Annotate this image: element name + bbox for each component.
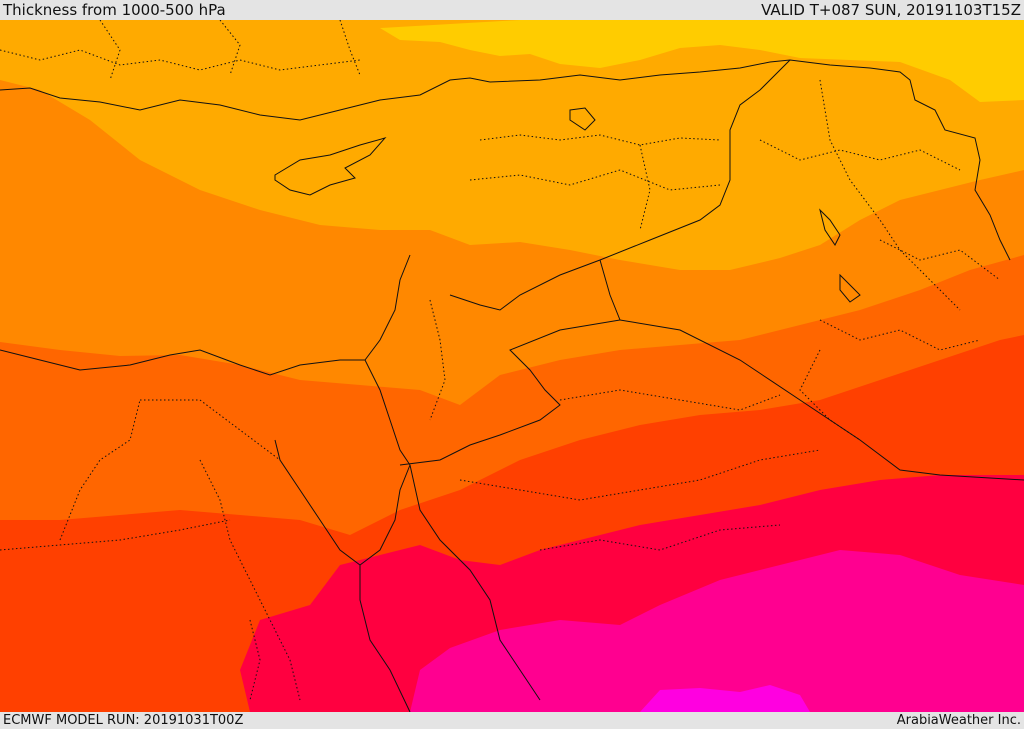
thickness-map (0, 20, 1024, 712)
band-magenta (410, 550, 1024, 712)
country-borders (0, 59, 1024, 712)
province-boundaries (0, 20, 1001, 701)
band-violet (640, 685, 810, 712)
band-yellow (380, 20, 1024, 102)
footer-bar: ECMWF MODEL RUN: 20191031T00Z ArabiaWeat… (0, 712, 1024, 729)
map-title: Thickness from 1000-500 hPa (3, 1, 226, 19)
header-bar: Thickness from 1000-500 hPa VALID T+087 … (0, 0, 1024, 20)
valid-time: VALID T+087 SUN, 20191103T15Z (761, 1, 1021, 19)
credit-label: ArabiaWeather Inc. (896, 713, 1021, 728)
model-run-label: ECMWF MODEL RUN: 20191031T00Z (3, 713, 244, 728)
